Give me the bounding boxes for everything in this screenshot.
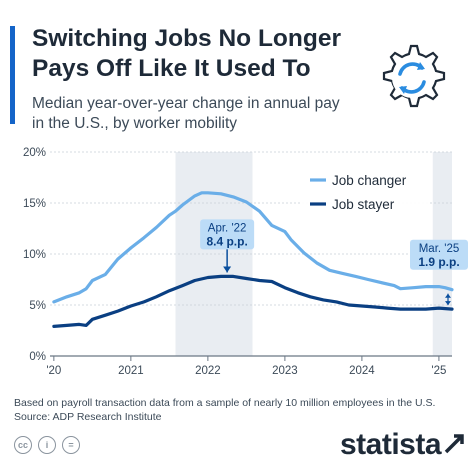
job-stayer-line <box>52 274 454 328</box>
annotation-value: 1.9 p.p. <box>418 255 459 269</box>
job-changer-line <box>52 191 454 304</box>
no-derivatives-icon[interactable]: = <box>62 436 80 454</box>
attribution-icon[interactable]: i <box>38 436 56 454</box>
statista-logo[interactable]: statista <box>340 426 466 466</box>
annotation-box <box>410 239 468 270</box>
y-tick-label: 20% <box>23 147 46 159</box>
chart-subtitle-line: Median year-over-year change in annual p… <box>32 95 340 112</box>
annotation-value: 8.4 p.p. <box>206 234 247 248</box>
footnote-source: Source: ADP Research Institute <box>14 411 162 423</box>
creative-commons-icon[interactable]: cc <box>14 436 32 454</box>
x-tick-label: 2024 <box>349 365 375 377</box>
brand-mark-icon <box>444 434 464 454</box>
x-tick-label: 2022 <box>195 365 221 377</box>
footnote: Based on payroll transaction data from a… <box>14 396 464 424</box>
chart-title-line: Switching Jobs No Longer <box>32 25 341 52</box>
chart-title-line: Pays Off Like It Used To <box>32 55 311 82</box>
chart-title: Switching Jobs No Longer Pays Off Like I… <box>32 24 372 84</box>
legend-label: Job stayer <box>332 197 395 212</box>
annotation-arrowhead <box>445 301 451 306</box>
brand-name: statista <box>340 428 442 461</box>
footnote-note: Based on payroll transaction data from a… <box>14 397 436 409</box>
y-tick-label: 0% <box>29 351 46 363</box>
title-accent-bar <box>10 26 15 124</box>
y-tick-label: 15% <box>23 198 46 210</box>
x-tick-label: '20 <box>46 365 61 377</box>
line-chart: 0% 5% 10% 15% 20% '20 2021 2022 2023 2024 '25 Job… <box>23 147 468 377</box>
legend-box <box>300 164 428 218</box>
annotation-label: Apr. '22 <box>208 222 247 234</box>
annotation-arrowhead <box>223 266 232 273</box>
legend-label: Job changer <box>332 173 407 188</box>
x-tick-label: 2023 <box>272 365 298 377</box>
chart-subtitle: Median year-over-year change in annual p… <box>32 94 362 134</box>
annotation-box <box>200 219 255 250</box>
annotation-arrowhead <box>445 293 451 298</box>
annotation-label: Mar. '25 <box>419 243 460 255</box>
chart-subtitle-line: in the U.S., by worker mobility <box>32 115 238 132</box>
x-tick-label: '25 <box>431 365 446 377</box>
x-tick-label: 2021 <box>118 365 144 377</box>
gear-refresh-icon <box>382 44 446 108</box>
y-tick-label: 10% <box>23 249 46 261</box>
license-icons: cc i = <box>14 436 80 458</box>
y-tick-label: 5% <box>29 300 46 312</box>
